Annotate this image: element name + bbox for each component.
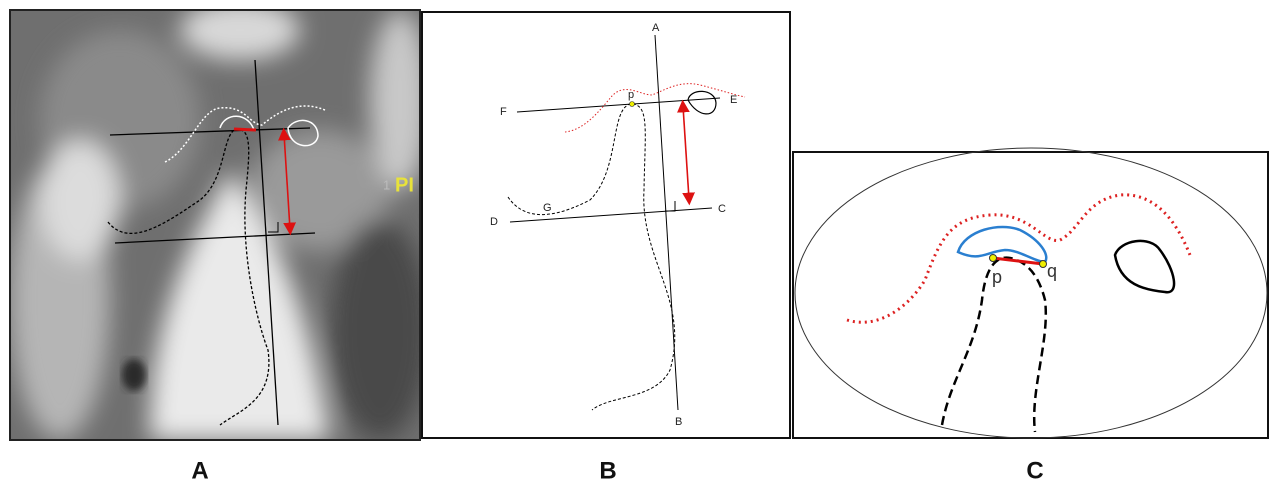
point-label: C <box>718 203 726 215</box>
annotation: 1 <box>383 177 390 192</box>
point-label: p <box>992 267 1002 287</box>
panel-label: B <box>599 457 616 484</box>
point-label: D <box>490 216 498 228</box>
point-label: G <box>543 202 552 214</box>
page: 1 PI A B C D E F G p p q A B C <box>0 0 1273 485</box>
annotation: PI <box>395 174 414 196</box>
figure: 1 PI A B C D E F G p p q A B C <box>0 0 1273 485</box>
panel-label: C <box>1026 457 1043 484</box>
point-label: B <box>675 416 682 428</box>
panel-frame <box>422 12 790 438</box>
point-label: q <box>1047 261 1057 281</box>
point-label: p <box>628 89 634 101</box>
point-label: F <box>500 106 507 118</box>
mri-image: 1 PI <box>10 0 430 440</box>
panel-label: A <box>191 457 208 484</box>
point-label: E <box>730 94 737 106</box>
point-label: A <box>652 22 660 34</box>
